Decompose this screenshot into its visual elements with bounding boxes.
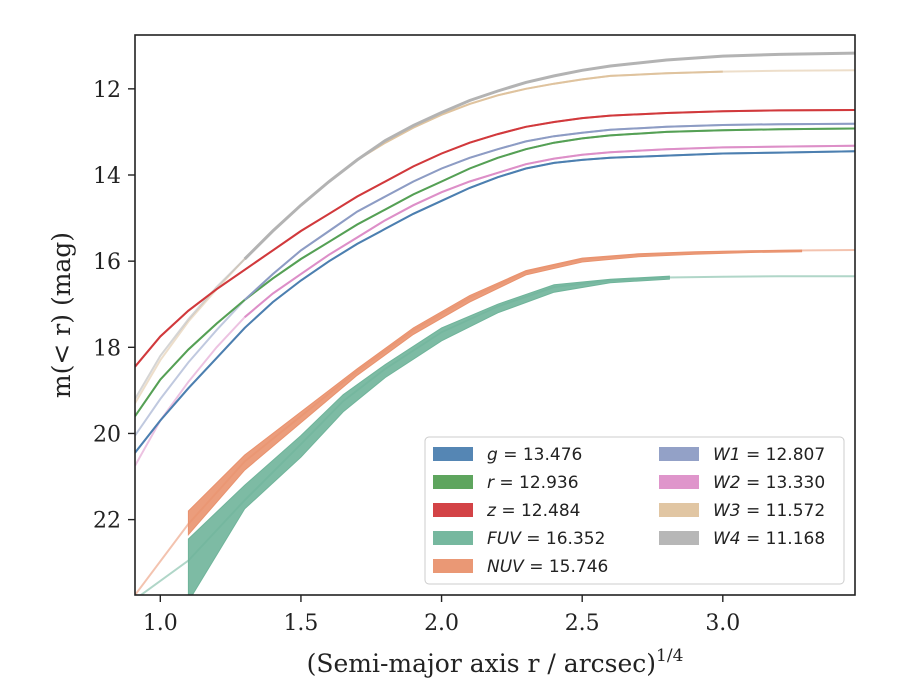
series-faint-z: [135, 109, 855, 368]
y-tick-label: 14: [93, 164, 121, 189]
y-tick-label: 12: [93, 78, 121, 103]
series-faint-w3: [135, 69, 855, 404]
legend: g = 13.476 r = 12.936 z = 12.484 FUV = 16.3…: [424, 436, 845, 585]
series-band-nuv: [187, 249, 803, 537]
legend-entry-w2: W2 = 13.330: [713, 473, 825, 493]
series-line-w4: [243, 51, 855, 261]
x-tick-label: 1.0: [143, 611, 178, 636]
plot-area: [135, 51, 855, 595]
series-band-fuv: [187, 275, 670, 595]
legend-swatch-w3: [659, 503, 699, 517]
x-tick-label: 1.5: [283, 611, 318, 636]
x-tick-label: 2.5: [565, 611, 600, 636]
series-line-r: [135, 127, 855, 417]
series-line-z: [135, 109, 855, 368]
legend-entry-nuv: NUV = 15.746: [487, 557, 608, 577]
legend-entry-w1: W1 = 12.807: [713, 445, 825, 465]
series-faint-r: [135, 127, 855, 417]
legend-swatch-z: [433, 503, 473, 517]
series-faint-w4: [135, 52, 855, 400]
legend-swatch-w4: [659, 531, 699, 545]
legend-entry-w4: W4 = 11.168: [713, 529, 825, 549]
y-tick-label: 16: [93, 250, 121, 275]
y-axis-label: m(< r) (mag): [47, 232, 76, 398]
y-tick-label: 22: [93, 509, 121, 534]
legend-swatch-nuv: [433, 559, 473, 573]
legend-entry-r: r = 12.936: [487, 473, 579, 493]
y-tick-label: 18: [93, 336, 121, 361]
x-tick-label: 3.0: [705, 611, 740, 636]
series-line-w2: [244, 144, 855, 318]
series-line-w3: [243, 70, 723, 260]
legend-swatch-w2: [659, 475, 699, 489]
plot-frame: [134, 34, 856, 596]
legend-swatch-r: [433, 475, 473, 489]
legend-entry-z: z = 12.484: [486, 501, 580, 521]
legend-box: [424, 436, 845, 585]
series-line-g: [135, 150, 855, 454]
series-line-w1: [244, 122, 855, 301]
legend-swatch-w1: [659, 447, 699, 461]
y-tick-label: 20: [93, 422, 121, 447]
series-faint-w1: [135, 122, 855, 437]
legend-swatch-fuv: [433, 531, 473, 545]
legend-swatch-g: [433, 447, 473, 461]
x-axis-label: (Semi-major axis r / arcsec)1/4: [307, 646, 684, 678]
legend-entry-w3: W3 = 11.572: [713, 501, 825, 521]
x-tick-label: 2.0: [424, 611, 459, 636]
legend-entry-fuv: FUV = 16.352: [487, 529, 605, 549]
legend-entry-g: g = 13.476: [487, 445, 582, 465]
axes: 1.0 1.5 2.0 2.5 3.0 12 14 16 18 20 22 (Semi-major a…: [47, 34, 856, 678]
